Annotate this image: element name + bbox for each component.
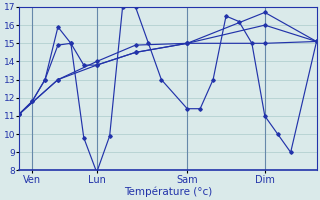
X-axis label: Température (°c): Température (°c) xyxy=(124,186,212,197)
